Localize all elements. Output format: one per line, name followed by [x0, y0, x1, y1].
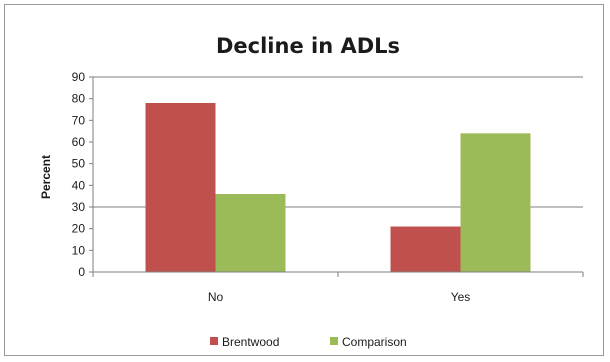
bar-brentwood-yes: [391, 227, 461, 273]
chart-title: Decline in ADLs: [216, 34, 400, 58]
chart-frame: Decline in ADLs Percent 0 10 20 30 40 50 60 70 8…: [4, 4, 604, 356]
x-tick-label: No: [208, 290, 224, 304]
legend-label-comparison: Comparison: [342, 335, 407, 349]
legend: Brentwood Comparison: [210, 335, 407, 349]
chart-canvas: Decline in ADLs Percent 0 10 20 30 40 50 60 70 8…: [5, 5, 605, 357]
y-tick-label: 40: [72, 178, 86, 192]
legend-swatch-comparison: [330, 337, 338, 345]
y-tick-label: 50: [72, 157, 86, 171]
bar-brentwood-no: [146, 103, 216, 272]
y-tick-label: 0: [78, 265, 85, 279]
y-tick-label: 90: [72, 70, 86, 84]
y-tick-label: 20: [72, 222, 86, 236]
y-tick-label: 10: [72, 243, 86, 257]
legend-swatch-brentwood: [210, 337, 218, 345]
y-tick-labels: 0 10 20 30 40 50 60 70 80 90: [72, 70, 93, 279]
bar-comparison-no: [216, 194, 286, 272]
legend-label-brentwood: Brentwood: [222, 335, 279, 349]
y-tick-label: 70: [72, 113, 86, 127]
y-tick-label: 30: [72, 200, 86, 214]
y-tick-label: 80: [72, 92, 86, 106]
x-tick-labels: No Yes: [93, 272, 583, 304]
y-axis-title: Percent: [39, 155, 53, 199]
bar-comparison-yes: [461, 133, 531, 272]
bars: [146, 103, 531, 272]
x-tick-label: Yes: [451, 290, 471, 304]
y-tick-label: 60: [72, 135, 86, 149]
